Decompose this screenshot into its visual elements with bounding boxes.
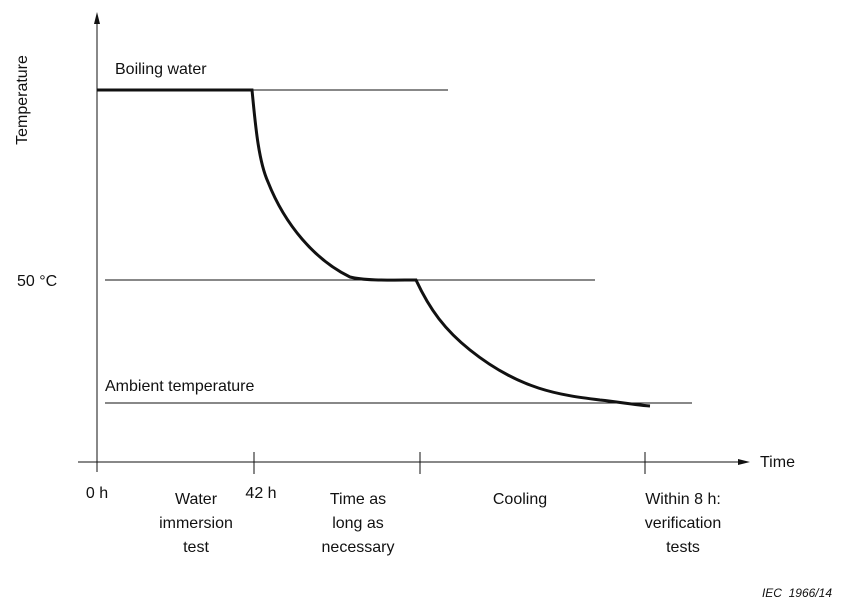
- phase-label: Cooling: [493, 491, 547, 508]
- tick-label: 0 h: [86, 485, 108, 502]
- phase-label: verification: [645, 515, 721, 532]
- reference: IEC 1966/14: [762, 586, 832, 600]
- fifty-label: 50 °C: [17, 273, 57, 290]
- phase-label: necessary: [322, 539, 395, 556]
- y-arrow: [94, 12, 100, 24]
- ambient-label: Ambient temperature: [105, 378, 255, 395]
- y-axis-label: Temperature: [14, 55, 31, 145]
- x-arrow: [738, 459, 750, 465]
- boiling-label: Boiling water: [115, 61, 207, 78]
- phase-label: tests: [666, 539, 700, 556]
- phase-label: Within 8 h:: [645, 491, 721, 508]
- temperature-curve: [97, 88, 651, 408]
- phase-label: long as: [332, 515, 384, 532]
- phase-label: immersion: [159, 515, 233, 532]
- x-axis-label: Time: [760, 454, 795, 471]
- phase-label: Time as: [330, 491, 386, 508]
- phase-label: Water: [175, 491, 218, 508]
- phase-label: test: [183, 539, 209, 556]
- tick-label: 42 h: [245, 485, 276, 502]
